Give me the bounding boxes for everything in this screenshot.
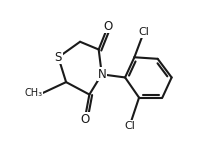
Text: Cl: Cl [138, 27, 149, 37]
Text: N: N [97, 68, 106, 81]
Text: Cl: Cl [124, 121, 135, 131]
Text: O: O [80, 113, 89, 126]
Text: S: S [55, 51, 62, 64]
Text: O: O [103, 20, 113, 33]
Text: CH₃: CH₃ [25, 88, 43, 98]
